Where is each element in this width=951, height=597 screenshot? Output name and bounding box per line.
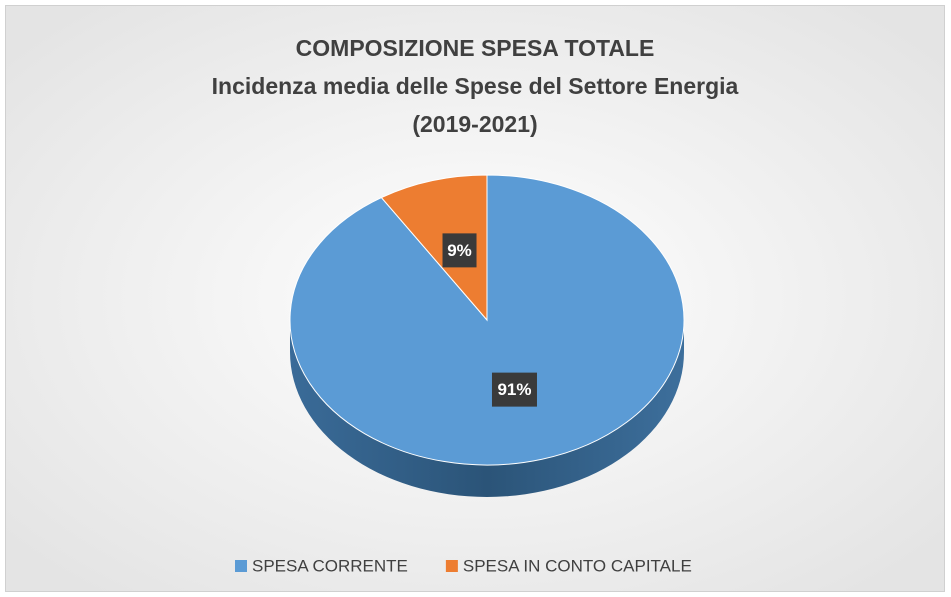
chart-title: Incidenza media delle Spese del Settore …: [212, 73, 739, 99]
legend-swatch: [235, 560, 247, 572]
data-label: 9%: [447, 241, 472, 260]
data-label: 91%: [497, 380, 531, 399]
legend-label: SPESA IN CONTO CAPITALE: [463, 556, 692, 575]
pie-side: [290, 320, 684, 497]
data-label-box: [491, 372, 537, 407]
legend-label: SPESA CORRENTE: [252, 556, 408, 575]
chart-title: COMPOSIZIONE SPESA TOTALE: [296, 35, 655, 61]
pie-slice: [380, 174, 488, 322]
data-label-box: [442, 233, 477, 268]
chart-title: (2019-2021): [412, 111, 537, 137]
legend-swatch: [445, 560, 458, 572]
